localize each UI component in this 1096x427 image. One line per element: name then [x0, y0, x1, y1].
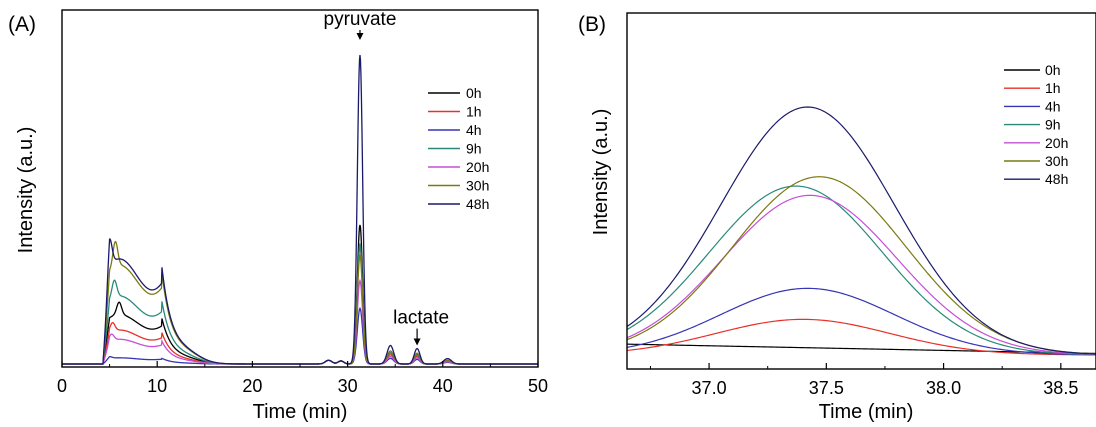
series-line-9h — [626, 185, 1096, 356]
panel-b-series-lines — [626, 106, 1096, 356]
x-tick-label: 30 — [338, 376, 358, 396]
legend-label: 0h — [466, 85, 482, 101]
panel-a-annotations: pyruvate lactate — [324, 9, 449, 346]
panel-b-label: (B) — [578, 13, 606, 36]
panel-b-plot-frame — [626, 12, 1096, 370]
series-line-20h — [626, 194, 1096, 355]
legend-label: 0h — [1045, 62, 1061, 78]
legend-label: 1h — [1045, 80, 1061, 96]
panel-a-xlabel: Time (min) — [253, 401, 348, 423]
series-line-4h — [626, 287, 1096, 356]
series-line-1h — [62, 246, 538, 365]
annotation-arrow-head — [356, 33, 364, 40]
series-line-9h — [62, 243, 538, 365]
annotation-label: lactate — [393, 308, 449, 329]
panel-a-legend: 0h 1h 4h 9h 20h 30h 48h — [428, 85, 489, 212]
legend-label: 48h — [1045, 171, 1068, 187]
panel-b-ylabel: Intensity (a.u.) — [590, 109, 612, 236]
x-tick-label: 10 — [147, 376, 167, 396]
x-tick-label: 37.0 — [692, 378, 727, 398]
series-line-48h — [626, 106, 1096, 355]
legend-label: 1h — [466, 104, 482, 120]
x-tick-label: 50 — [528, 376, 548, 396]
x-tick-label: 38.5 — [1043, 378, 1078, 398]
annotation-label: pyruvate — [324, 9, 397, 30]
panel-b: (B) Intensity (a.u.) Time (min) 37.0 37.5… — [578, 12, 1096, 423]
panel-a-label: (A) — [8, 13, 36, 36]
x-tick-label: 40 — [433, 376, 453, 396]
series-line-0h — [62, 224, 538, 365]
series-line-20h — [62, 278, 538, 365]
panel-b-legend: 0h 1h 4h 9h 20h 30h 48h — [1004, 62, 1068, 187]
legend-label: 9h — [466, 141, 482, 157]
series-line-1h — [626, 318, 1096, 356]
legend-label: 20h — [1045, 135, 1068, 151]
x-tick-label: 0 — [57, 376, 67, 396]
panel-a: (A) Intensity (a.u.) Time (min) 0 10 20 30 4… — [8, 9, 548, 423]
annotation-arrow-head — [413, 338, 421, 346]
series-line-4h — [62, 307, 538, 365]
x-tick-label: 38.0 — [926, 378, 961, 398]
panel-a-ylabel: Intensity (a.u.) — [15, 127, 37, 254]
legend-label: 20h — [466, 159, 489, 175]
x-tick-label: 37.5 — [809, 378, 844, 398]
series-line-30h — [626, 176, 1096, 355]
legend-label: 4h — [466, 122, 482, 138]
panel-a-x-ticks: 0 10 20 30 40 50 — [57, 361, 548, 396]
legend-label: 9h — [1045, 117, 1061, 133]
legend-label: 4h — [1045, 98, 1061, 114]
x-tick-label: 20 — [242, 376, 262, 396]
legend-label: 30h — [1045, 153, 1068, 169]
panel-b-xlabel: Time (min) — [819, 401, 914, 423]
legend-label: 30h — [466, 178, 489, 194]
legend-label: 48h — [466, 196, 489, 212]
panel-b-x-ticks: 37.0 37.5 38.0 38.5 — [649, 363, 1078, 398]
